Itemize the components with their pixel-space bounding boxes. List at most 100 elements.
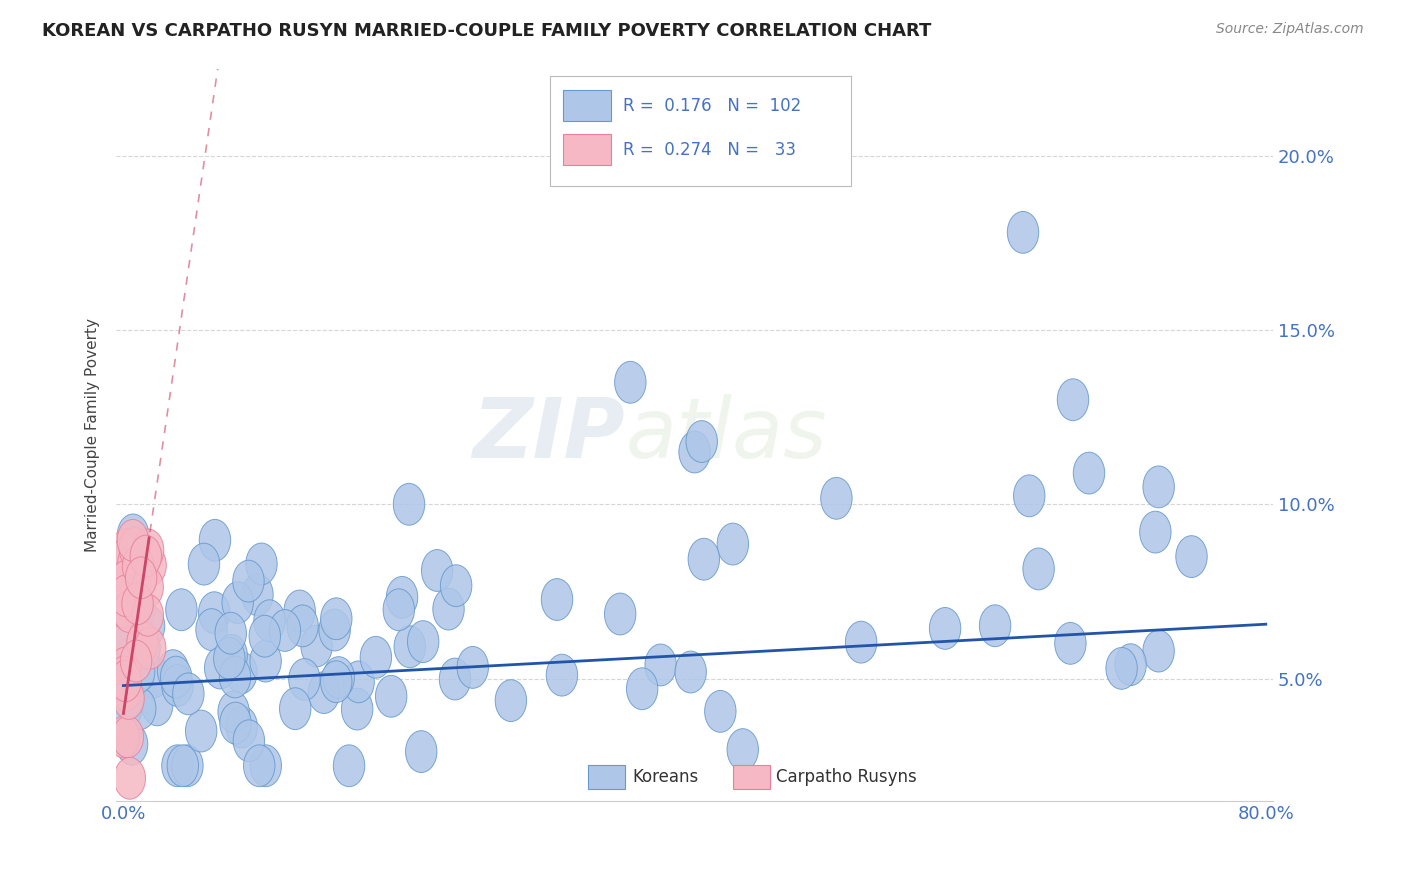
Ellipse shape	[124, 588, 155, 630]
Ellipse shape	[135, 544, 166, 586]
Ellipse shape	[1007, 211, 1039, 253]
Ellipse shape	[111, 529, 142, 571]
Ellipse shape	[114, 591, 145, 632]
Ellipse shape	[124, 651, 155, 693]
Ellipse shape	[110, 660, 142, 702]
FancyBboxPatch shape	[733, 765, 769, 789]
Ellipse shape	[157, 649, 188, 691]
Ellipse shape	[226, 706, 257, 747]
Ellipse shape	[360, 636, 392, 678]
FancyBboxPatch shape	[562, 90, 612, 121]
Ellipse shape	[112, 716, 143, 758]
Ellipse shape	[218, 691, 249, 733]
Ellipse shape	[929, 607, 960, 649]
Ellipse shape	[288, 658, 321, 700]
Ellipse shape	[167, 745, 198, 787]
FancyBboxPatch shape	[588, 765, 626, 789]
Text: Koreans: Koreans	[633, 768, 699, 786]
Ellipse shape	[215, 612, 246, 654]
Ellipse shape	[108, 657, 139, 698]
Ellipse shape	[287, 605, 318, 647]
Ellipse shape	[686, 421, 717, 462]
Ellipse shape	[135, 627, 166, 669]
Ellipse shape	[233, 560, 264, 602]
Ellipse shape	[1143, 466, 1174, 508]
Ellipse shape	[254, 599, 285, 641]
Ellipse shape	[127, 622, 159, 664]
Ellipse shape	[1140, 511, 1171, 553]
Ellipse shape	[308, 672, 340, 714]
Ellipse shape	[117, 519, 149, 561]
Ellipse shape	[233, 720, 264, 762]
Ellipse shape	[321, 661, 352, 703]
Ellipse shape	[333, 745, 364, 787]
Ellipse shape	[1024, 548, 1054, 590]
Ellipse shape	[117, 514, 149, 556]
Ellipse shape	[821, 477, 852, 519]
Ellipse shape	[217, 634, 247, 676]
Text: atlas: atlas	[626, 394, 827, 475]
Ellipse shape	[166, 589, 197, 631]
Text: R =  0.176   N =  102: R = 0.176 N = 102	[623, 97, 801, 115]
Ellipse shape	[172, 745, 202, 787]
Y-axis label: Married-Couple Family Poverty: Married-Couple Family Poverty	[86, 318, 100, 551]
Ellipse shape	[675, 651, 706, 693]
Ellipse shape	[132, 529, 163, 571]
Ellipse shape	[219, 656, 250, 698]
Ellipse shape	[112, 580, 143, 622]
Ellipse shape	[457, 647, 488, 689]
Ellipse shape	[112, 676, 143, 717]
Ellipse shape	[627, 668, 658, 710]
Ellipse shape	[125, 557, 157, 599]
Ellipse shape	[1014, 475, 1045, 516]
Ellipse shape	[122, 582, 153, 624]
Ellipse shape	[219, 702, 252, 744]
FancyBboxPatch shape	[562, 135, 612, 165]
Ellipse shape	[422, 549, 453, 591]
Ellipse shape	[301, 625, 332, 667]
Ellipse shape	[162, 745, 193, 787]
Text: R =  0.274   N =   33: R = 0.274 N = 33	[623, 141, 796, 159]
Ellipse shape	[226, 652, 257, 694]
Ellipse shape	[688, 538, 720, 580]
Ellipse shape	[112, 567, 143, 609]
Ellipse shape	[186, 710, 217, 752]
Ellipse shape	[125, 688, 156, 730]
Text: ZIP: ZIP	[472, 394, 626, 475]
Ellipse shape	[132, 594, 163, 636]
Ellipse shape	[394, 626, 426, 667]
Ellipse shape	[387, 576, 418, 618]
Ellipse shape	[269, 609, 301, 651]
Ellipse shape	[134, 605, 165, 647]
Ellipse shape	[195, 608, 228, 650]
Ellipse shape	[118, 542, 149, 584]
Ellipse shape	[440, 565, 472, 607]
Ellipse shape	[250, 745, 281, 787]
Ellipse shape	[131, 535, 162, 577]
Text: Source: ZipAtlas.com: Source: ZipAtlas.com	[1216, 22, 1364, 37]
Ellipse shape	[394, 483, 425, 525]
Ellipse shape	[132, 566, 163, 608]
Ellipse shape	[323, 657, 354, 698]
Ellipse shape	[117, 723, 148, 765]
Ellipse shape	[142, 684, 173, 726]
Ellipse shape	[704, 690, 735, 732]
Ellipse shape	[114, 757, 145, 799]
Text: Carpatho Rusyns: Carpatho Rusyns	[776, 768, 917, 786]
Ellipse shape	[243, 745, 276, 787]
Ellipse shape	[188, 543, 219, 585]
Ellipse shape	[110, 561, 141, 603]
Ellipse shape	[321, 598, 352, 640]
Ellipse shape	[111, 688, 142, 730]
Ellipse shape	[200, 519, 231, 561]
Ellipse shape	[111, 639, 142, 681]
Ellipse shape	[112, 536, 143, 577]
Ellipse shape	[375, 675, 406, 717]
Ellipse shape	[121, 640, 152, 682]
Ellipse shape	[1115, 644, 1146, 686]
FancyBboxPatch shape	[550, 76, 851, 186]
Ellipse shape	[980, 605, 1011, 647]
Ellipse shape	[222, 582, 253, 624]
Ellipse shape	[280, 688, 311, 730]
Ellipse shape	[342, 688, 373, 730]
